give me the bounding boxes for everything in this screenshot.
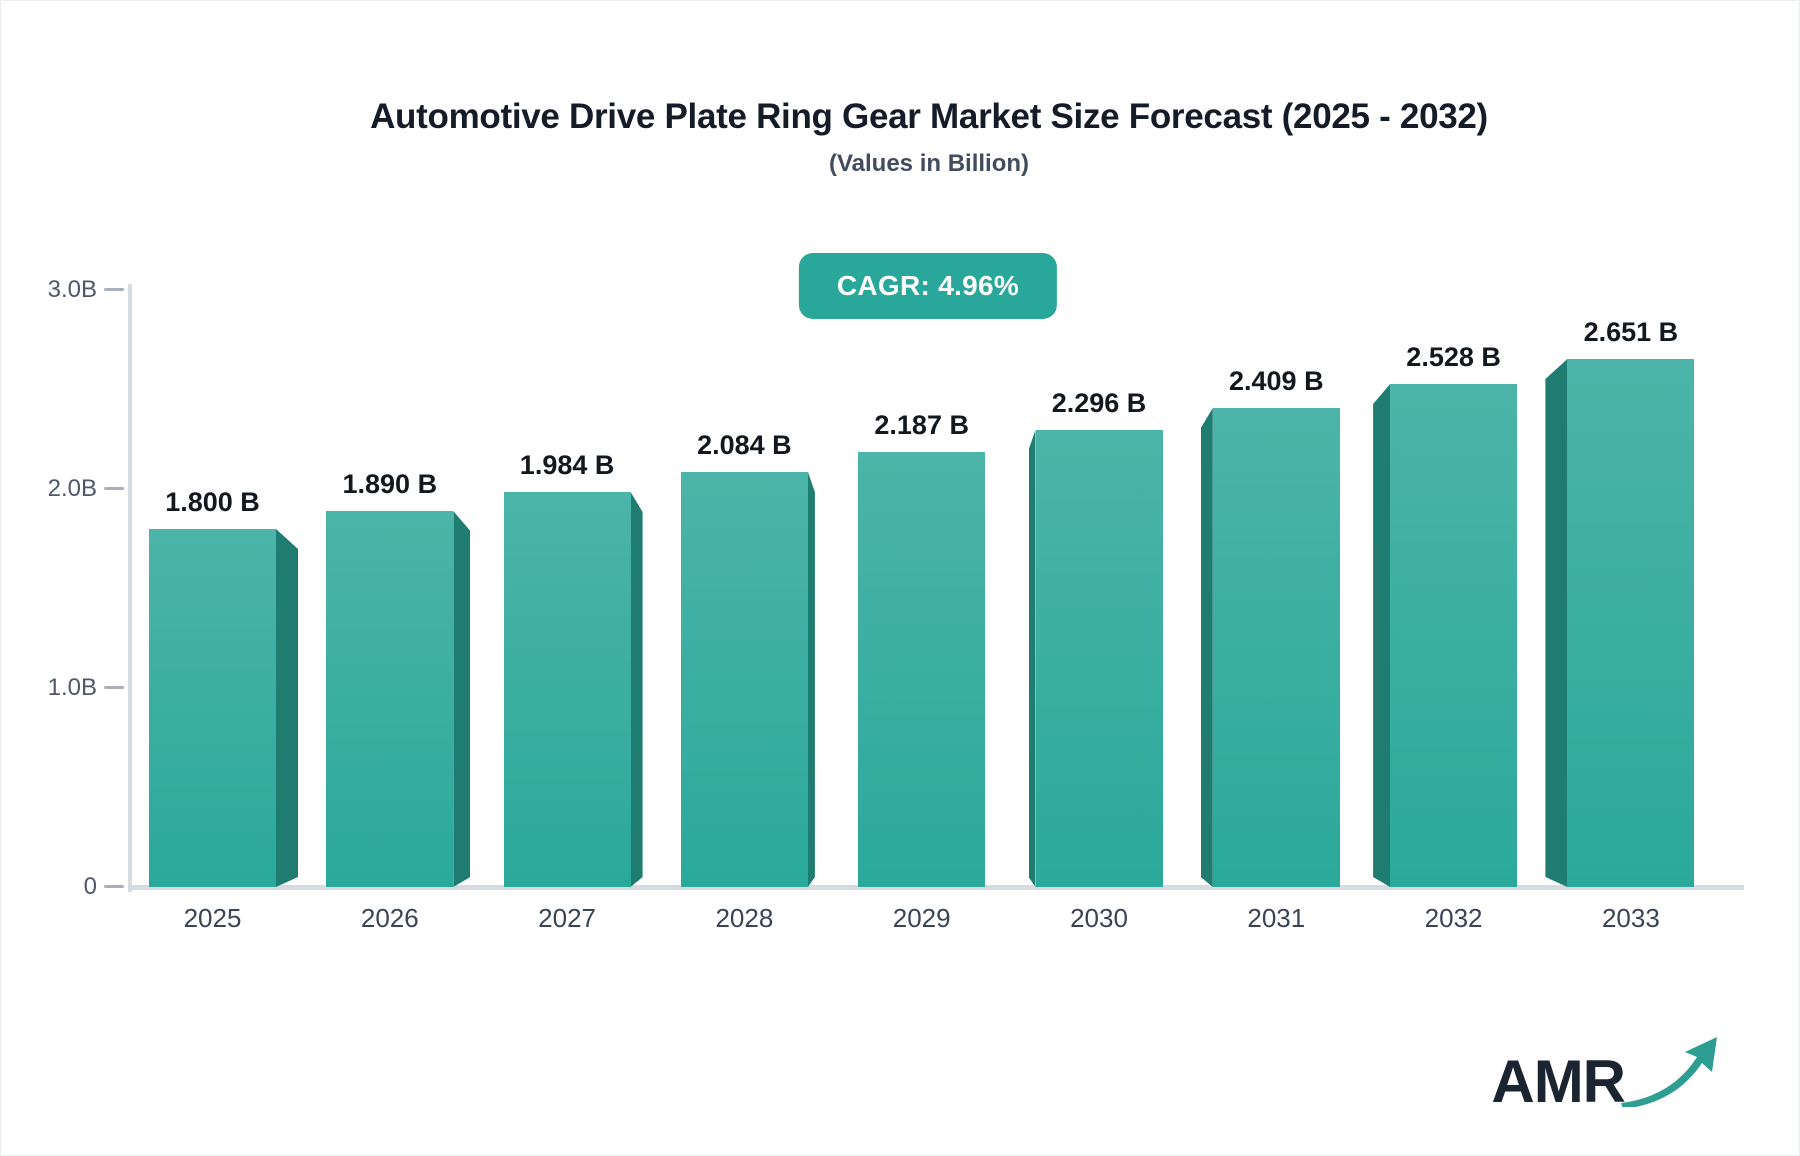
bar-group <box>1201 408 1340 887</box>
logo-text: AMR <box>1491 1048 1626 1115</box>
bar-face <box>680 472 808 887</box>
x-tick-label: 2033 <box>1601 903 1660 933</box>
bar-face <box>1212 408 1340 887</box>
bar-side <box>276 529 298 887</box>
x-tick-label: 2025 <box>183 903 242 933</box>
x-tick-label: 2029 <box>892 903 951 933</box>
bar-face <box>1390 384 1518 887</box>
y-tick-dash <box>104 885 124 888</box>
bar-value-label: 1.800 B <box>165 487 260 517</box>
x-tick-label: 2032 <box>1424 903 1483 933</box>
x-axis-line <box>128 885 1744 890</box>
bar-group <box>326 511 470 887</box>
y-tick-label: 0 <box>83 873 97 900</box>
bar-side <box>1373 384 1390 887</box>
x-tick-label: 2030 <box>1070 903 1128 933</box>
cagr-badge: CAGR: 4.96% <box>798 253 1058 319</box>
brand-logo: AMR <box>1491 1033 1719 1115</box>
bar-face <box>1035 430 1163 887</box>
y-tick-dash <box>104 288 124 291</box>
y-tick-label: 1.0B <box>47 674 97 701</box>
bar-face <box>1567 359 1695 887</box>
bar-group <box>503 492 643 887</box>
bar-group <box>149 529 298 887</box>
bar-face <box>858 452 986 887</box>
bar-side <box>1029 430 1036 887</box>
bar-value-label: 2.296 B <box>1051 388 1147 418</box>
trending-arrow-icon <box>1621 1037 1717 1107</box>
bar-value-label: 1.890 B <box>342 469 438 499</box>
bar-group <box>1545 359 1695 887</box>
bar-side <box>1545 359 1567 887</box>
bar-value-label: 2.409 B <box>1229 366 1324 396</box>
x-tick-label: 2026 <box>360 903 419 933</box>
bar-value-label: 2.084 B <box>697 430 792 460</box>
bar-group <box>1373 384 1518 887</box>
x-tick-label: 2027 <box>538 903 597 933</box>
bar-face <box>149 529 276 887</box>
page-title: Automotive Drive Plate Ring Gear Market … <box>370 97 1488 136</box>
bar-side <box>453 511 470 887</box>
bar-group <box>680 472 815 887</box>
y-tick-dash <box>104 487 124 490</box>
bar-side <box>631 492 643 887</box>
bar-group <box>1029 430 1163 887</box>
bar-value-label: 2.187 B <box>874 410 969 440</box>
bar-value-label: 2.528 B <box>1406 342 1501 372</box>
x-tick-label: 2028 <box>715 903 774 933</box>
y-tick-label: 3.0B <box>47 276 97 303</box>
bar-face <box>326 511 454 887</box>
bar-side <box>808 472 815 887</box>
page-subtitle: (Values in Billion) <box>828 150 1030 177</box>
y-tick-dash <box>104 686 124 689</box>
y-tick-label: 2.0B <box>47 475 97 502</box>
bar-group <box>858 452 986 887</box>
bar-side <box>1201 408 1213 887</box>
bar-value-label: 1.984 B <box>519 450 615 480</box>
y-axis-line <box>128 284 132 892</box>
x-tick-label: 2031 <box>1247 903 1306 933</box>
bar-face <box>503 492 631 887</box>
bar-value-label: 2.651 B <box>1583 317 1679 347</box>
